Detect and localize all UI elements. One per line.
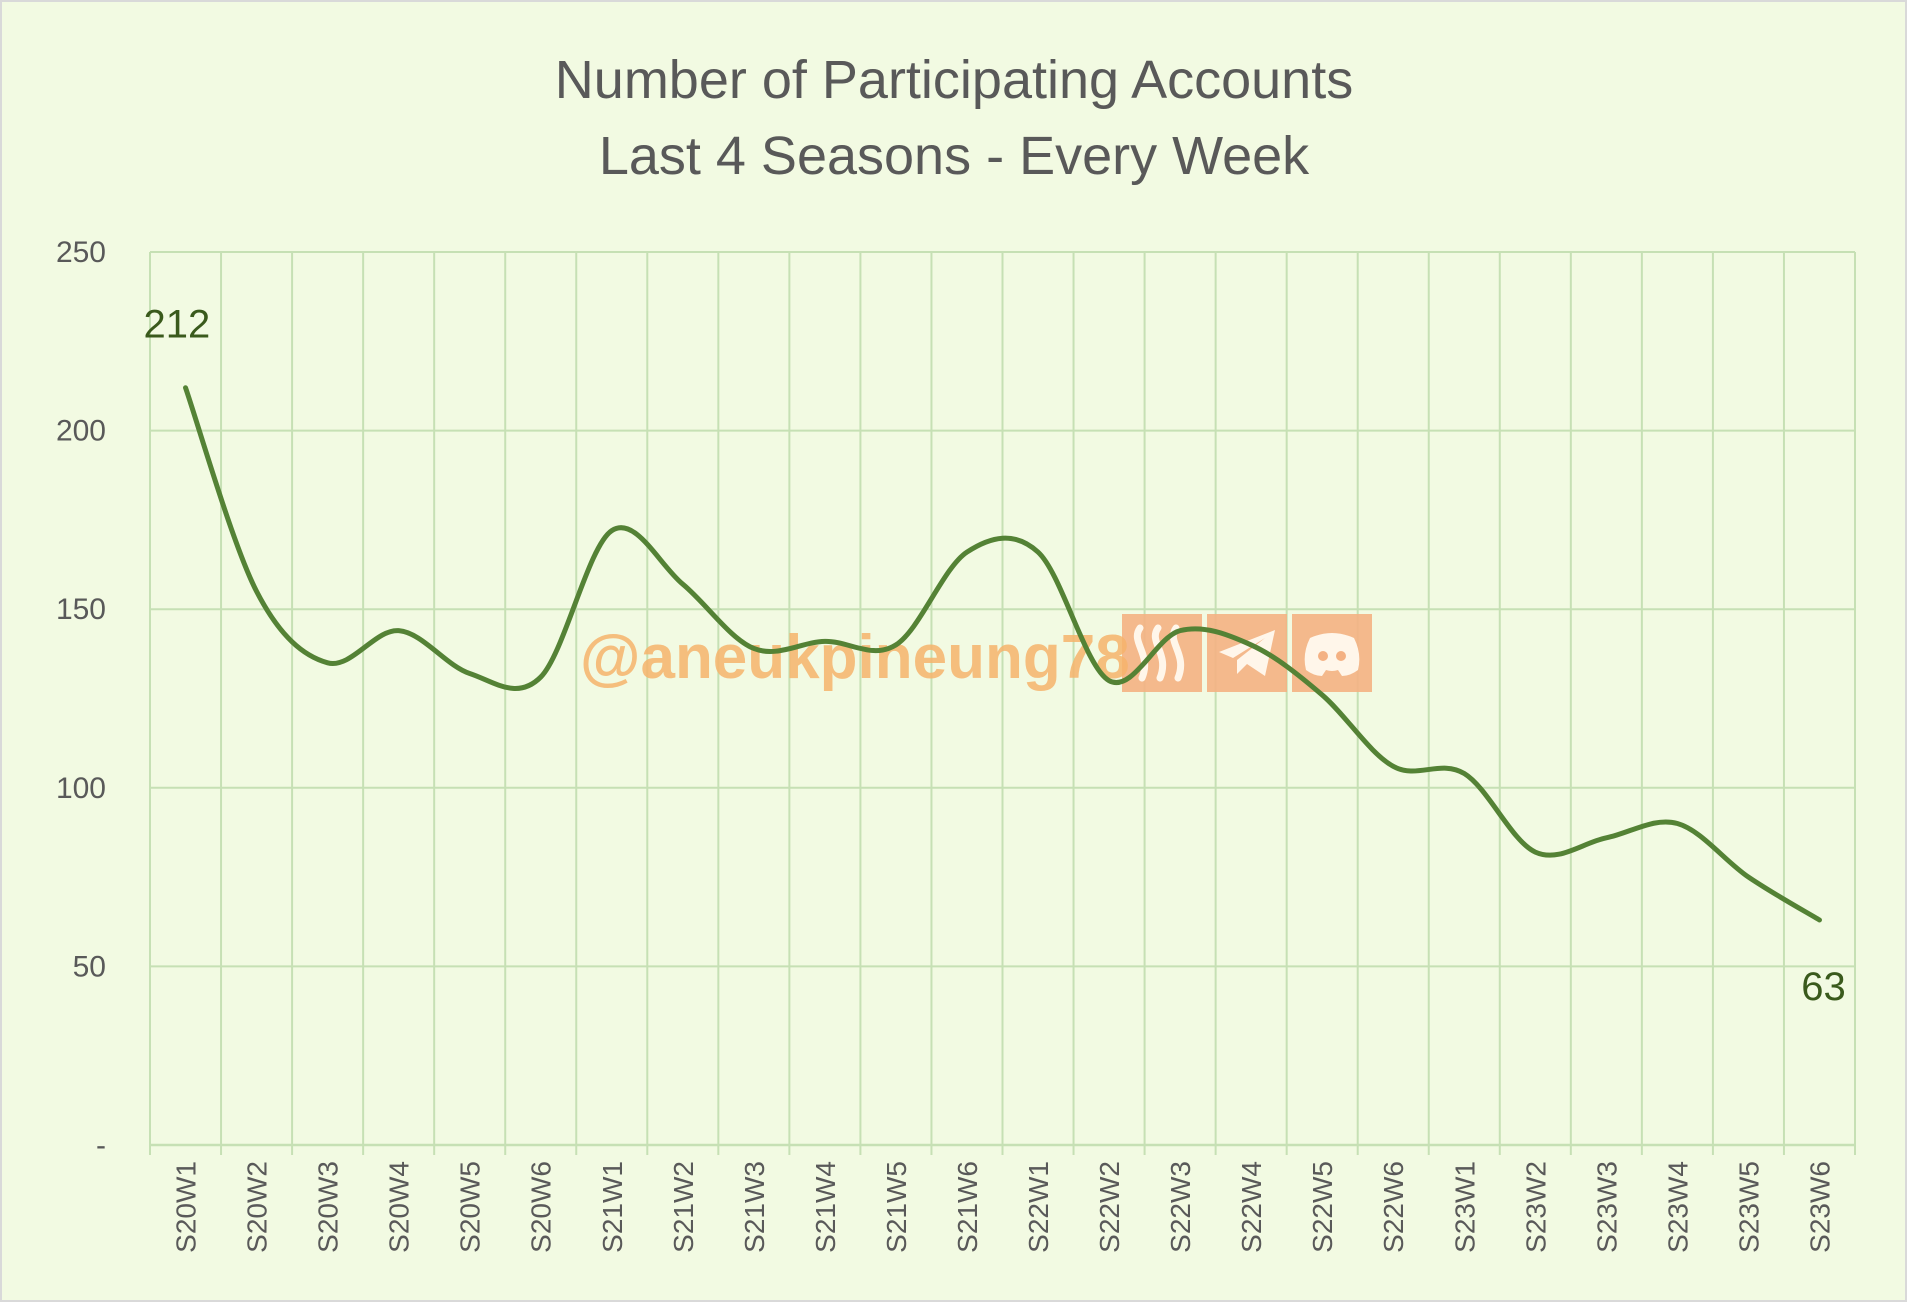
x-tick-label: S23W4 [1662, 1161, 1693, 1253]
data-point [1815, 916, 1823, 924]
x-tick-label: S21W5 [881, 1161, 912, 1253]
data-point [466, 669, 474, 677]
watermark-text: @aneukpineung78 [580, 623, 1130, 692]
x-axis-tick-labels: S20W1 S20W2 S20W3 S20W4 S20W5 S20W6 S21W1 S21W2… [171, 1161, 1836, 1253]
x-tick-label: S23W5 [1733, 1161, 1764, 1253]
data-point [679, 580, 687, 588]
x-tick-label: S23W2 [1520, 1161, 1551, 1253]
x-tick-label: S23W1 [1449, 1161, 1480, 1253]
chart-title: Number of Participating Accounts Last 4 … [555, 50, 1353, 186]
series [182, 384, 1823, 924]
data-point [1247, 641, 1255, 649]
data-point [1602, 834, 1610, 842]
data-point [821, 637, 829, 645]
x-tick-label: S22W2 [1094, 1161, 1125, 1253]
data-point [1105, 677, 1113, 685]
x-tick-label: S21W3 [739, 1161, 770, 1253]
x-tick-label: S21W1 [597, 1161, 628, 1253]
x-tick-label: S22W1 [1023, 1161, 1054, 1253]
x-tick-label: S22W6 [1378, 1161, 1409, 1253]
y-tick-label: - [96, 1129, 106, 1162]
y-tick-label: 250 [56, 236, 106, 269]
series-line [183, 385, 1822, 923]
data-point [1531, 848, 1539, 856]
x-tick-label: S20W2 [242, 1161, 273, 1253]
data-point [1318, 691, 1326, 699]
data-point [1389, 762, 1397, 770]
data-point [182, 384, 190, 392]
x-tick-label: S22W3 [1165, 1161, 1196, 1253]
data-point [1744, 873, 1752, 881]
data-point [253, 587, 261, 595]
x-tick-label: S20W1 [171, 1161, 202, 1253]
data-point [1673, 820, 1681, 828]
data-point [395, 627, 403, 635]
y-tick-label: 50 [73, 950, 106, 983]
x-tick-label: S22W5 [1307, 1161, 1338, 1253]
x-tick-label: S20W5 [455, 1161, 486, 1253]
data-label: 63 [1801, 965, 1846, 1009]
x-tick-label: S23W6 [1804, 1161, 1835, 1253]
data-point [963, 548, 971, 556]
x-tick-label: S21W2 [668, 1161, 699, 1253]
data-label: 212 [144, 303, 211, 347]
data-labels: 212 63 [144, 303, 1846, 1009]
chart-title-line-2: Last 4 Seasons - Every Week [599, 126, 1310, 186]
y-tick-label: 200 [56, 415, 106, 448]
x-tick-label: S20W6 [526, 1161, 557, 1253]
x-tick-label: S20W3 [313, 1161, 344, 1253]
data-point [1460, 770, 1468, 778]
data-point [324, 659, 332, 667]
x-tick-label: S21W4 [810, 1161, 841, 1253]
gridlines [149, 251, 1856, 1145]
x-tick-label: S20W4 [384, 1161, 415, 1253]
data-point [750, 644, 758, 652]
data-point [1176, 627, 1184, 635]
y-axis-tick-labels: - 50 100 150 200 250 [56, 236, 106, 1162]
data-point [1034, 548, 1042, 556]
telegram-icon [1207, 614, 1287, 692]
watermark-icons [1122, 614, 1372, 692]
y-tick-label: 100 [56, 772, 106, 805]
axes [149, 1143, 1856, 1155]
x-tick-label: S22W4 [1236, 1161, 1267, 1253]
y-tick-label: 150 [56, 593, 106, 626]
data-point [608, 527, 616, 535]
data-point [537, 673, 545, 681]
steem-icon [1122, 614, 1202, 692]
chart-title-line-1: Number of Participating Accounts [555, 50, 1353, 110]
data-point [892, 641, 900, 649]
x-tick-label: S23W3 [1591, 1161, 1622, 1253]
watermark: @aneukpineung78 [580, 614, 1372, 692]
x-tick-label: S21W6 [952, 1161, 983, 1253]
